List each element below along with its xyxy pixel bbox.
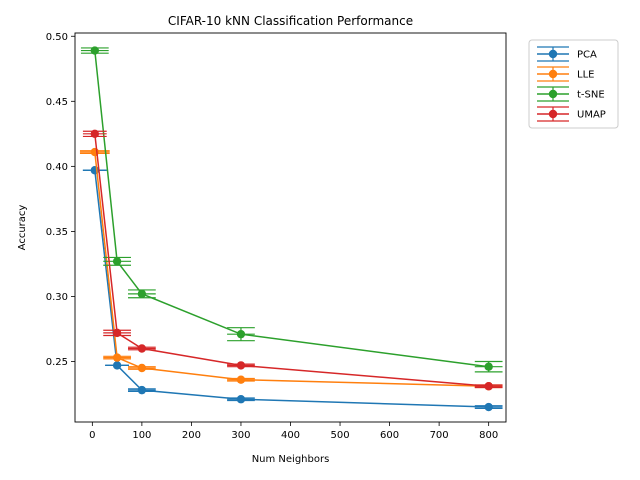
legend-marker-pca [548, 49, 558, 59]
x-tick-label: 500 [330, 430, 349, 441]
x-tick-label: 800 [479, 430, 498, 441]
x-tick-label: 400 [281, 430, 300, 441]
data-point-lle [236, 375, 246, 384]
chart-title: CIFAR-10 kNN Classification Performance [168, 14, 413, 28]
data-point-pca [137, 385, 147, 395]
data-point-t-sne [137, 289, 147, 299]
series-pca [82, 166, 503, 412]
data-point-pca [112, 361, 122, 370]
data-point-t-sne [112, 257, 122, 266]
legend-marker-umap [548, 109, 558, 119]
y-tick-label: 0.50 [46, 32, 68, 43]
series-t-sne [80, 46, 503, 373]
series-umap [82, 129, 503, 391]
data-point-umap [137, 344, 147, 353]
x-axis-label: Num Neighbors [252, 454, 330, 465]
y-axis: 0.25 0.30 0.35 0.40 0.45 0.50 [46, 32, 75, 368]
legend-label-t-sne: t-SNE [577, 90, 605, 101]
x-tick-label: 0 [89, 430, 95, 441]
legend-label-lle: LLE [577, 70, 594, 81]
legend-box [528, 39, 619, 129]
y-tick-label: 0.45 [46, 97, 68, 108]
y-tick-label: 0.40 [46, 162, 68, 173]
legend: PCA LLE t-SNE UMAP [528, 39, 619, 129]
series-lle [79, 147, 503, 391]
data-point-umap [112, 328, 122, 338]
data-point-umap [90, 129, 100, 139]
legend-label-pca: PCA [577, 50, 597, 61]
data-point-lle [112, 353, 122, 362]
data-point-t-sne [90, 46, 100, 55]
x-tick-label: 100 [132, 430, 151, 441]
x-tick-label: 300 [231, 430, 250, 441]
legend-label-umap: UMAP [577, 110, 606, 121]
data-point-t-sne [236, 329, 246, 339]
y-axis-label: Accuracy [17, 205, 28, 251]
y-tick-label: 0.35 [46, 227, 68, 238]
x-tick-label: 200 [182, 430, 201, 441]
data-point-umap [236, 361, 246, 370]
data-point-pca [484, 402, 493, 412]
data-point-pca [236, 395, 246, 404]
legend-marker-lle [548, 69, 558, 79]
y-tick-label: 0.30 [46, 292, 68, 303]
x-tick-label: 600 [380, 430, 399, 441]
x-axis: 0 100 200 300 400 500 600 700 800 [89, 422, 498, 441]
data-point-t-sne [484, 362, 493, 371]
legend-marker-t-sne [548, 89, 558, 99]
series-layer [79, 46, 503, 412]
y-tick-label: 0.25 [46, 357, 68, 368]
data-point-umap [484, 382, 493, 391]
data-point-lle [137, 363, 147, 373]
x-tick-label: 700 [430, 430, 449, 441]
